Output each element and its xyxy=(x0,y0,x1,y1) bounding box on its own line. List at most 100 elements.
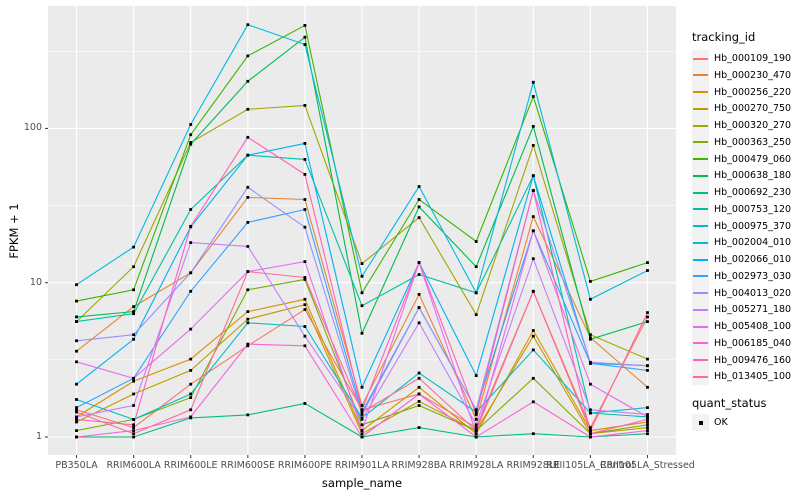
data-point xyxy=(246,185,250,189)
data-point xyxy=(303,225,307,229)
data-point xyxy=(189,415,193,419)
data-point xyxy=(474,408,478,412)
data-point xyxy=(75,382,78,386)
data-point xyxy=(531,432,535,436)
data-point xyxy=(360,331,364,335)
data-point xyxy=(246,23,250,27)
legend-key-swatch xyxy=(692,351,709,369)
series-color-line-icon xyxy=(693,258,708,261)
data-point xyxy=(360,432,364,436)
legend-item-Hb_000975_370: Hb_000975_370 xyxy=(692,217,791,235)
legend-item-Hb_000479_060: Hb_000479_060 xyxy=(692,150,791,168)
legend-item-Hb_000109_190: Hb_000109_190 xyxy=(692,50,791,67)
series-color-line-icon xyxy=(693,174,708,177)
data-point xyxy=(417,293,421,296)
data-point xyxy=(303,308,307,311)
data-point xyxy=(474,426,478,429)
data-point xyxy=(589,382,592,386)
data-point xyxy=(303,35,307,39)
data-point xyxy=(132,288,135,292)
legend-key-swatch xyxy=(692,50,709,67)
data-point xyxy=(303,334,307,338)
legend-item-label: Hb_000753_120 xyxy=(714,203,792,215)
legend-item-Hb_000320_270: Hb_000320_270 xyxy=(692,117,791,134)
data-point xyxy=(303,402,307,405)
data-point xyxy=(417,321,421,325)
legend-item-label: Hb_000638_180 xyxy=(714,170,792,182)
y-tick-label-10: 10 xyxy=(29,276,42,288)
data-point xyxy=(246,245,250,248)
data-point xyxy=(303,344,307,348)
data-point xyxy=(531,215,535,218)
data-point xyxy=(360,408,364,412)
data-point xyxy=(75,406,78,409)
series-color-line-icon xyxy=(693,292,708,294)
data-point xyxy=(474,240,478,243)
data-point xyxy=(589,408,592,412)
quant-ok-key xyxy=(692,414,709,431)
legend-item-Hb_000363_250: Hb_000363_250 xyxy=(692,133,791,151)
legend-key-swatch xyxy=(692,284,709,302)
legend-item-label: Hb_000109_190 xyxy=(714,53,792,64)
x-tick-label-RRIM600LA: RRIM600LA xyxy=(106,460,161,471)
legend-key-swatch xyxy=(692,117,709,134)
legend-key-swatch xyxy=(692,100,709,118)
data-point xyxy=(303,276,307,279)
data-point xyxy=(531,189,535,192)
data-point xyxy=(75,415,78,419)
data-point xyxy=(189,392,193,396)
legend-key-swatch xyxy=(692,184,709,201)
data-point xyxy=(531,348,535,352)
data-point xyxy=(246,221,250,224)
series-color-line-icon xyxy=(693,107,708,110)
data-point xyxy=(417,273,421,276)
series-color-line-icon xyxy=(693,74,708,77)
data-point xyxy=(417,426,421,429)
data-point xyxy=(474,410,478,414)
data-point xyxy=(132,404,135,407)
data-point xyxy=(189,123,193,126)
data-point xyxy=(132,429,135,432)
data-point xyxy=(589,411,592,415)
data-point xyxy=(360,429,364,432)
series-color-line-icon xyxy=(693,275,708,278)
data-point xyxy=(132,265,135,269)
data-point xyxy=(132,305,135,308)
legend-item-Hb_000270_750: Hb_000270_750 xyxy=(692,100,791,118)
data-point xyxy=(589,337,592,341)
data-point xyxy=(189,369,193,372)
data-point xyxy=(132,423,135,427)
data-point xyxy=(589,360,592,364)
data-point xyxy=(189,141,193,144)
data-point xyxy=(646,269,649,272)
data-point xyxy=(360,435,364,439)
legend-key-swatch xyxy=(692,133,709,151)
series-color-line-icon xyxy=(693,325,708,328)
legend-item-Hb_000753_120: Hb_000753_120 xyxy=(692,200,792,218)
legend-item-Hb_005408_100: Hb_005408_100 xyxy=(692,318,791,335)
legend-item-label: Hb_005271_180 xyxy=(714,304,792,316)
data-point xyxy=(646,320,649,323)
data-point xyxy=(646,420,649,424)
data-point xyxy=(303,325,307,328)
black-square-point-icon xyxy=(698,420,703,425)
data-point xyxy=(646,413,649,416)
x-tick-label-PB350LA: PB350LA xyxy=(55,460,98,471)
data-point xyxy=(360,385,364,389)
series-color-line-icon xyxy=(693,141,708,144)
data-point xyxy=(589,435,592,439)
data-point xyxy=(132,418,135,421)
data-point xyxy=(75,320,78,323)
data-point xyxy=(589,333,592,337)
data-point xyxy=(417,261,421,264)
legend-item-Hb_002066_010: Hb_002066_010 xyxy=(692,251,791,268)
series-color-line-icon xyxy=(693,124,708,127)
data-point xyxy=(75,420,78,424)
legend-item-label: Hb_004013_020 xyxy=(714,287,792,299)
data-point xyxy=(589,432,592,436)
data-point xyxy=(417,306,421,309)
data-point xyxy=(417,216,421,219)
data-point xyxy=(417,198,421,201)
data-point xyxy=(531,80,535,84)
data-point xyxy=(75,410,78,414)
